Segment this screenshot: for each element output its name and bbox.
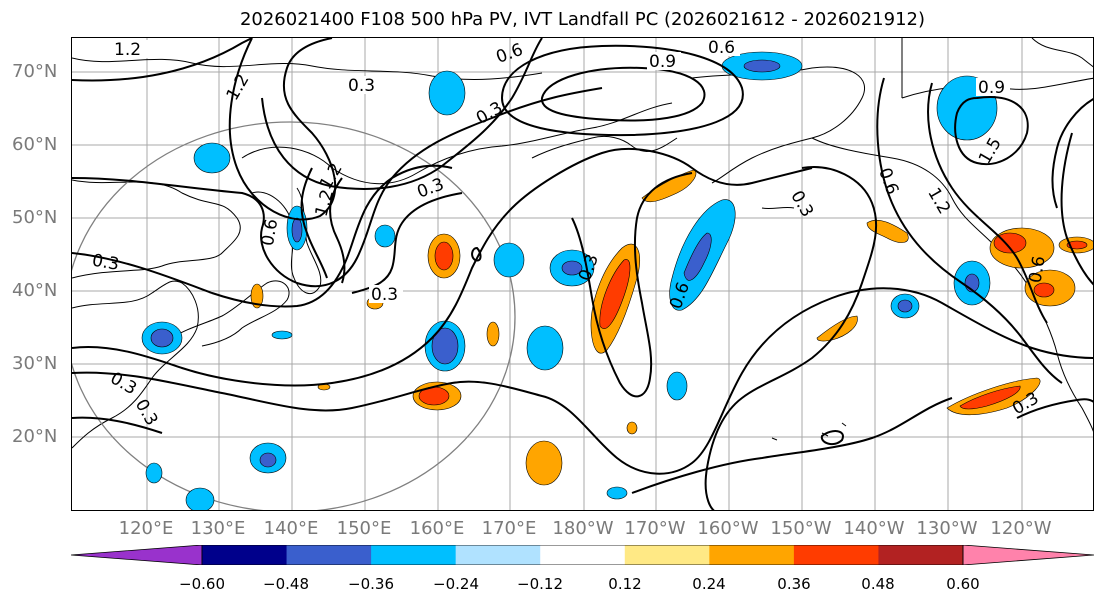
lat-label-60n: 60°N bbox=[12, 134, 58, 155]
negative-pv-patches bbox=[141, 51, 998, 510]
colorbar-tick-label: 0.60 bbox=[946, 575, 980, 593]
colorbar-extend-high bbox=[962, 545, 1094, 565]
pv-contours bbox=[72, 38, 1093, 510]
lon-label-170w: 170°W bbox=[624, 518, 686, 539]
contour-label: 0.3 bbox=[371, 285, 398, 305]
colorbar-segment bbox=[793, 545, 879, 565]
lon-label-130w: 130°W bbox=[916, 518, 978, 539]
lat-label-40n: 40°N bbox=[12, 280, 58, 301]
lon-label-160e: 160°E bbox=[409, 518, 465, 539]
colorbar-tick-label: 0.24 bbox=[692, 575, 726, 593]
lon-label-170e: 170°E bbox=[481, 518, 537, 539]
lat-label-20n: 20°N bbox=[12, 426, 58, 447]
colorbar-tick-label: 0.12 bbox=[608, 575, 642, 593]
contour-label: 0.6 bbox=[1025, 254, 1049, 284]
contour-label: 0.9 bbox=[978, 78, 1005, 98]
colorbar-segment bbox=[286, 545, 372, 565]
contour-label: 0.6 bbox=[708, 38, 735, 58]
lat-label-30n: 30°N bbox=[12, 353, 58, 374]
colorbar-tick-label: −0.60 bbox=[179, 575, 225, 593]
map-panel: 1.2 1.2 0.3 0.6 0.9 0.6 0.9 0.3 1.2 1.5 … bbox=[71, 37, 1094, 511]
lon-label-150e: 150°E bbox=[336, 518, 392, 539]
contour-label: 0.9 bbox=[649, 52, 676, 72]
contour-label: 0.3 bbox=[90, 251, 120, 275]
lon-label-160w: 160°W bbox=[697, 518, 759, 539]
lat-label-70n: 70°N bbox=[12, 61, 58, 82]
colorbar bbox=[71, 545, 1094, 565]
contour-label: 0.6 bbox=[258, 217, 282, 247]
colorbar-tick-label: −0.24 bbox=[433, 575, 479, 593]
lon-label-150w: 150°W bbox=[770, 518, 832, 539]
map-canvas: 1.2 1.2 0.3 0.6 0.9 0.6 0.9 0.3 1.2 1.5 … bbox=[72, 38, 1093, 510]
colorbar-tick-label: −0.48 bbox=[263, 575, 309, 593]
lon-label-120e: 120°E bbox=[118, 518, 174, 539]
positive-pv-patches bbox=[250, 169, 1093, 486]
map-title: 2026021400 F108 500 hPa PV, IVT Landfall… bbox=[239, 9, 926, 30]
contour-label: 1.2 bbox=[312, 187, 338, 218]
colorbar-segment bbox=[878, 545, 964, 565]
colorbar-segment bbox=[455, 545, 541, 565]
lon-label-120w: 120°W bbox=[990, 518, 1052, 539]
colorbar-segment bbox=[709, 545, 795, 565]
contour-label: 0.6 bbox=[874, 165, 902, 197]
colorbar-extend-low bbox=[71, 545, 203, 565]
lon-label-140e: 140°E bbox=[263, 518, 319, 539]
lon-label-180w: 180°W bbox=[552, 518, 614, 539]
contour-label: 1.2 bbox=[923, 184, 954, 217]
contour-label: 0.6 bbox=[494, 40, 526, 68]
contour-label: 1.2 bbox=[223, 71, 254, 104]
contour-label: 0.3 bbox=[786, 187, 817, 220]
colorbar-tick-label: −0.36 bbox=[348, 575, 394, 593]
colorbar-segment bbox=[624, 545, 710, 565]
lon-label-140w: 140°W bbox=[843, 518, 905, 539]
contour-label: 0.3 bbox=[348, 76, 375, 96]
lat-label-50n: 50°N bbox=[12, 207, 58, 228]
colorbar-tick-label: −0.12 bbox=[517, 575, 563, 593]
colorbar-segment bbox=[540, 545, 626, 565]
lon-label-130e: 130°E bbox=[190, 518, 246, 539]
colorbar-tick-label: 0.36 bbox=[777, 575, 811, 593]
colorbar-tick-label: 0.48 bbox=[861, 575, 895, 593]
colorbar-outline bbox=[201, 545, 964, 565]
landfall-radius-circle bbox=[72, 121, 516, 510]
contour-label: 1.2 bbox=[114, 40, 141, 60]
colorbar-segment bbox=[202, 545, 288, 565]
colorbar-segment bbox=[371, 545, 457, 565]
